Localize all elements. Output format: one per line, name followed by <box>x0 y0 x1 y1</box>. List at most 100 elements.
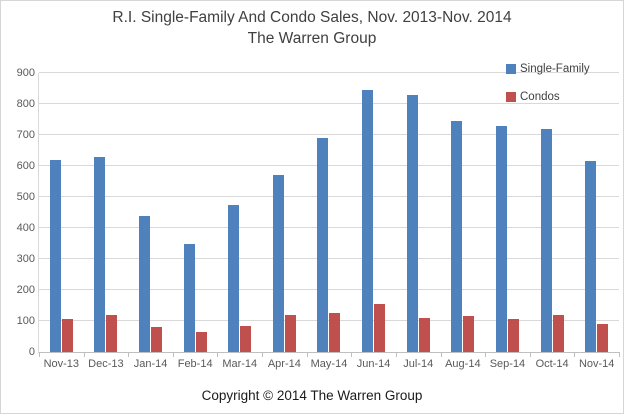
x-tick-label-Apr-14: Apr-14 <box>267 358 301 370</box>
y-tick-label-400: 400 <box>16 222 35 234</box>
bar-condos-Oct-14 <box>552 314 564 352</box>
bar-group-Oct-14 <box>530 73 575 352</box>
y-tick-label-100: 100 <box>16 315 35 327</box>
gridline-800 <box>39 103 619 104</box>
bar-group-Jun-14 <box>351 73 396 352</box>
x-tick-label-Feb-14: Feb-14 <box>177 358 213 370</box>
x-axis-tick <box>574 353 576 357</box>
bar-group-Nov-13 <box>39 73 84 352</box>
y-tick-label-700: 700 <box>16 129 35 141</box>
chart-title-line2: The Warren Group <box>247 30 377 47</box>
bar-single-family-Aug-14 <box>451 121 463 352</box>
bar-group-Dec-13 <box>84 73 129 352</box>
bar-condos-Dec-13 <box>106 314 118 352</box>
y-tick-label-300: 300 <box>16 253 35 265</box>
x-axis-tick <box>217 353 219 357</box>
legend-item-condos: Condos <box>506 90 590 104</box>
single-family-swatch-icon <box>506 64 516 74</box>
bar-condos-May-14 <box>329 313 341 352</box>
bar-group-Jan-14 <box>128 73 173 352</box>
gridline-200 <box>39 289 619 290</box>
copyright-text: Copyright © 2014 The Warren Group <box>201 388 423 403</box>
x-axis-tick <box>83 353 85 357</box>
bar-group-Feb-14 <box>173 73 218 352</box>
x-axis-tick <box>395 353 397 357</box>
x-tick-label-Jan-14: Jan-14 <box>133 358 168 370</box>
bar-group-May-14 <box>307 73 352 352</box>
y-tick-label-200: 200 <box>16 284 35 296</box>
legend-label-condos: Condos <box>520 91 560 103</box>
chart-title: R.I. Single-Family And Condo Sales, Nov.… <box>1 7 623 49</box>
x-tick-label-May-14: May-14 <box>310 358 348 370</box>
x-axis-tick <box>306 353 308 357</box>
x-axis-tick <box>529 353 531 357</box>
bar-group-Apr-14 <box>262 73 307 352</box>
bar-condos-Jan-14 <box>151 327 163 352</box>
bar-condos-Jun-14 <box>374 303 386 352</box>
gridline-500 <box>39 196 619 197</box>
bar-single-family-Nov-14 <box>585 161 597 352</box>
x-axis-tick <box>351 353 353 357</box>
legend-label-single-family: Single-Family <box>520 63 590 75</box>
y-axis-labels: 0 100 200 300 400 500 600 700 800 900 <box>7 67 35 358</box>
bar-single-family-Jul-14 <box>406 94 418 352</box>
x-axis-tick <box>619 353 620 357</box>
bar-group-Nov-14 <box>574 73 619 352</box>
y-tick-label-500: 500 <box>16 191 35 203</box>
bar-single-family-Feb-14 <box>183 243 195 352</box>
x-axis-line <box>39 352 620 353</box>
legend: Single-Family Condos <box>506 62 590 118</box>
gridline-700 <box>39 134 619 135</box>
x-axis-tick <box>172 353 174 357</box>
x-tick-label-Jun-14: Jun-14 <box>356 358 391 370</box>
x-tick-label-Nov-14: Nov-14 <box>578 358 615 370</box>
x-tick-label-Jul-14: Jul-14 <box>403 358 434 370</box>
bar-condos-Feb-14 <box>195 331 207 352</box>
bar-single-family-May-14 <box>317 138 329 352</box>
y-tick-label-900: 900 <box>16 67 35 79</box>
legend-item-single-family: Single-Family <box>506 62 590 76</box>
bar-single-family-Sep-14 <box>495 125 507 352</box>
y-tick-label-600: 600 <box>16 160 35 172</box>
bar-group-Aug-14 <box>441 73 486 352</box>
y-tick-label-0: 0 <box>28 346 35 358</box>
gridline-600 <box>39 165 619 166</box>
gridline-900 <box>39 72 619 73</box>
x-tick-label-Dec-13: Dec-13 <box>88 358 124 370</box>
x-axis-tick <box>128 353 130 357</box>
x-tick-label-Oct-14: Oct-14 <box>535 358 569 370</box>
x-axis-tick <box>262 353 264 357</box>
x-tick-label-Aug-14: Aug-14 <box>445 358 481 370</box>
bar-condos-Jul-14 <box>418 317 430 352</box>
bar-single-family-Nov-13 <box>49 159 61 352</box>
gridline-300 <box>39 258 619 259</box>
bar-single-family-Apr-14 <box>272 175 284 352</box>
bar-group-Jul-14 <box>396 73 441 352</box>
bar-condos-Apr-14 <box>284 314 296 352</box>
x-axis-tick <box>485 353 487 357</box>
chart-title-line1: R.I. Single-Family And Condo Sales, Nov.… <box>112 9 512 26</box>
bar-single-family-Mar-14 <box>228 204 240 352</box>
bar-group-Sep-14 <box>485 73 530 352</box>
bar-condos-Mar-14 <box>240 325 252 352</box>
bar-condos-Nov-13 <box>61 319 73 352</box>
y-axis-line <box>38 73 39 353</box>
bar-single-family-Jan-14 <box>139 215 151 352</box>
bar-group-Mar-14 <box>217 73 262 352</box>
bar-single-family-Oct-14 <box>540 128 552 352</box>
gridline-400 <box>39 227 619 228</box>
bar-single-family-Dec-13 <box>94 156 106 352</box>
x-tick-label-Sep-14: Sep-14 <box>489 358 526 370</box>
gridline-100 <box>39 320 619 321</box>
x-axis-labels: Nov-13 Dec-13 Jan-14 Feb-14 Mar-14 Apr-14 May-… <box>39 358 619 372</box>
condos-swatch-icon <box>506 92 516 102</box>
x-tick-label-Nov-13: Nov-13 <box>43 358 80 370</box>
x-axis-tick <box>39 353 40 357</box>
bar-condos-Aug-14 <box>463 316 475 352</box>
bar-condos-Nov-14 <box>597 324 609 352</box>
y-tick-label-800: 800 <box>16 98 35 110</box>
x-axis-tick <box>440 353 442 357</box>
x-tick-label-Mar-14: Mar-14 <box>222 358 258 370</box>
plot-area <box>39 72 619 352</box>
